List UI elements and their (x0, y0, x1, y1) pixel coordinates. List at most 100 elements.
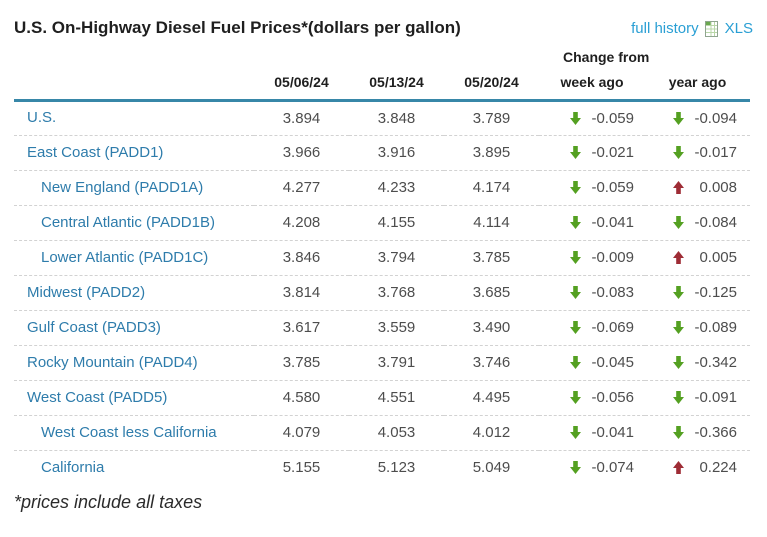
week-ago-change-cell: -0.041 (539, 415, 645, 450)
region-link[interactable]: Central Atlantic (PADD1B) (41, 213, 215, 231)
week-ago-change-value: -0.074 (591, 459, 634, 477)
change-arrow-icon (673, 251, 684, 264)
week-ago-change-value: -0.045 (591, 354, 634, 371)
week-ago-change-value: -0.069 (591, 319, 634, 336)
price-week3: 4.495 (472, 389, 511, 406)
column-header-date-3: 05/20/24 (464, 74, 519, 91)
week-ago-change-cell: -0.009 (539, 240, 645, 275)
table-body: U.S. 3.894 3.848 3.789 -0.059 -0.094 Eas… (14, 100, 750, 485)
region-link[interactable]: California (41, 458, 105, 476)
diesel-prices-table: Change from 05/06/24 05/13/24 05/20/24 w… (14, 44, 750, 485)
year-ago-change-cell: 0.224 (645, 450, 750, 485)
price-week1: 4.580 (282, 389, 321, 406)
region-link[interactable]: Rocky Mountain (PADD4) (27, 353, 198, 371)
region-link[interactable]: East Coast (PADD1) (27, 143, 164, 161)
table-row: Gulf Coast (PADD3) 3.617 3.559 3.490 -0.… (14, 310, 750, 345)
week-ago-change: -0.059 (539, 110, 645, 127)
price-week3: 3.789 (472, 109, 511, 127)
title-bar: U.S. On-Highway Diesel Fuel Prices*(doll… (14, 18, 753, 38)
price-week3: 5.049 (472, 459, 511, 477)
week-ago-change: -0.041 (539, 214, 645, 231)
table-row: California 5.155 5.123 5.049 -0.074 0.22… (14, 450, 750, 485)
week-ago-change: -0.009 (539, 249, 645, 266)
region-link[interactable]: Midwest (PADD2) (27, 283, 146, 301)
price-week2: 3.559 (377, 319, 416, 336)
xls-link[interactable]: XLS (724, 20, 753, 37)
price-week1: 3.966 (282, 144, 321, 161)
week-ago-change: -0.021 (539, 144, 645, 161)
column-header-week-ago: week ago (560, 74, 624, 91)
xls-file-icon[interactable] (704, 20, 720, 37)
week-ago-change: -0.059 (539, 179, 645, 196)
year-ago-change-value: 0.224 (699, 459, 737, 477)
price-week3: 4.174 (472, 179, 511, 196)
table-row: Lower Atlantic (PADD1C) 3.846 3.794 3.78… (14, 240, 750, 275)
table-row: West Coast (PADD5) 4.580 4.551 4.495 -0.… (14, 380, 750, 415)
change-arrow-icon (570, 391, 581, 404)
region-link[interactable]: West Coast (PADD5) (27, 388, 168, 406)
week-ago-change-cell: -0.059 (539, 100, 645, 135)
year-ago-change-cell: 0.008 (645, 170, 750, 205)
change-arrow-icon (673, 216, 684, 229)
table-header: Change from 05/06/24 05/13/24 05/20/24 w… (14, 44, 750, 100)
price-week1: 4.079 (282, 424, 321, 441)
region-link[interactable]: West Coast less California (41, 423, 217, 441)
price-week2: 4.233 (377, 179, 416, 196)
region-cell: West Coast (PADD5) (14, 380, 254, 415)
price-week1: 4.208 (282, 214, 321, 231)
region-cell: New England (PADD1A) (14, 170, 254, 205)
week-ago-change: -0.083 (539, 284, 645, 301)
region-cell: Lower Atlantic (PADD1C) (14, 240, 254, 275)
year-ago-change-value: -0.366 (694, 424, 737, 441)
week-ago-change-cell: -0.041 (539, 205, 645, 240)
year-ago-change-value: -0.091 (694, 389, 737, 406)
table-row: West Coast less California 4.079 4.053 4… (14, 415, 750, 450)
week-ago-change-value: -0.059 (591, 179, 634, 196)
full-history-link[interactable]: full history (631, 20, 699, 37)
change-arrow-icon (570, 181, 581, 194)
week-ago-change-value: -0.009 (591, 249, 634, 266)
year-ago-change-value: -0.017 (694, 144, 737, 161)
region-link[interactable]: Lower Atlantic (PADD1C) (41, 248, 209, 266)
change-arrow-icon (673, 146, 684, 159)
week-ago-change: -0.069 (539, 319, 645, 336)
year-ago-change-cell: -0.342 (645, 345, 750, 380)
change-arrow-icon (673, 321, 684, 334)
year-ago-change-value: 0.008 (699, 179, 737, 196)
region-link[interactable]: New England (PADD1A) (41, 178, 204, 196)
price-week1: 3.894 (282, 109, 321, 127)
week-ago-change-value: -0.041 (591, 424, 634, 441)
region-link[interactable]: U.S. (27, 109, 57, 126)
week-ago-change: -0.045 (539, 354, 645, 371)
year-ago-change-value: -0.125 (694, 284, 737, 301)
region-link[interactable]: Gulf Coast (PADD3) (27, 318, 161, 336)
year-ago-change-value: -0.084 (694, 214, 737, 231)
year-ago-change: 0.008 (645, 179, 750, 196)
region-column-header (14, 70, 254, 100)
region-cell: West Coast less California (14, 415, 254, 450)
change-arrow-icon (673, 111, 684, 125)
year-ago-change-cell: -0.366 (645, 415, 750, 450)
year-ago-change: -0.017 (645, 144, 750, 161)
change-arrow-icon (570, 251, 581, 264)
week-ago-change-cell: -0.083 (539, 275, 645, 310)
header-links: full history XLS (631, 20, 753, 38)
region-cell: East Coast (PADD1) (14, 135, 254, 170)
week-ago-change-value: -0.059 (591, 109, 634, 127)
year-ago-change-cell: -0.125 (645, 275, 750, 310)
year-ago-change-cell: -0.089 (645, 310, 750, 345)
year-ago-change: -0.091 (645, 389, 750, 406)
week-ago-change-cell: -0.074 (539, 450, 645, 485)
region-cell: Central Atlantic (PADD1B) (14, 205, 254, 240)
table-row: U.S. 3.894 3.848 3.789 -0.059 -0.094 (14, 100, 750, 135)
price-week2: 3.791 (377, 354, 416, 371)
table-row: Rocky Mountain (PADD4) 3.785 3.791 3.746… (14, 345, 750, 380)
price-week1: 3.785 (282, 354, 321, 371)
change-arrow-icon (673, 286, 684, 299)
price-week2: 3.848 (377, 109, 416, 127)
week-ago-change: -0.074 (539, 459, 645, 476)
price-week1: 3.846 (282, 249, 321, 266)
price-week2: 4.551 (377, 389, 416, 406)
change-arrow-icon (673, 461, 684, 475)
price-week2: 5.123 (377, 459, 416, 477)
